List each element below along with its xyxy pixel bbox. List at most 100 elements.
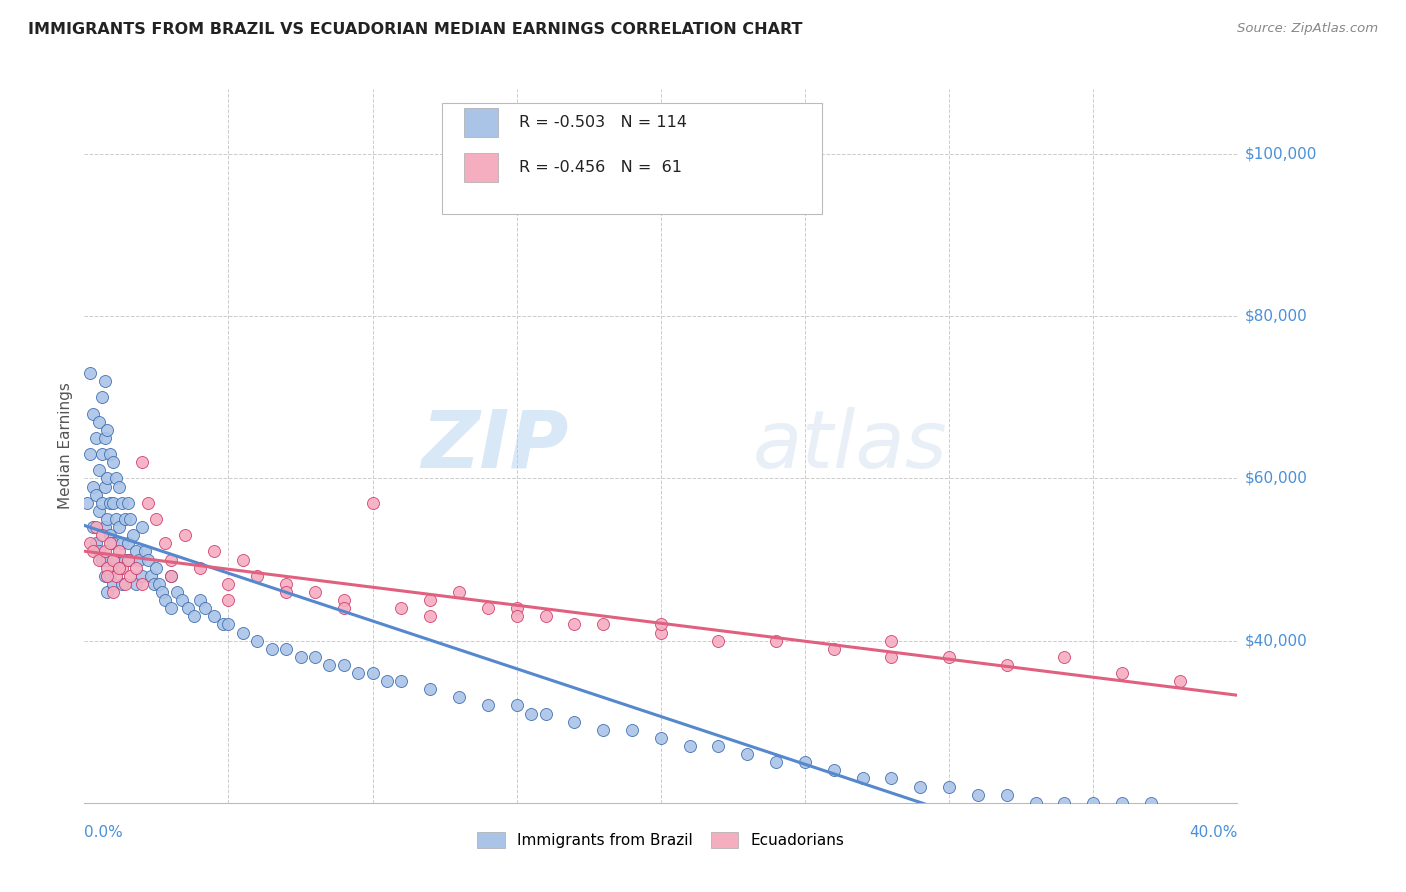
Point [1081, 796, 1104, 810]
Point [246, 568, 269, 582]
Point [84, 520, 107, 534]
Point [96, 512, 118, 526]
Point [534, 706, 557, 721]
Point [419, 593, 441, 607]
Point [96, 585, 118, 599]
Point [108, 520, 131, 534]
Point [153, 536, 176, 550]
Point [707, 739, 730, 753]
Point [105, 552, 128, 566]
Point [880, 772, 903, 786]
Point [103, 552, 124, 566]
Point [274, 585, 298, 599]
Point [202, 544, 225, 558]
Point [96, 568, 118, 582]
Point [1139, 796, 1161, 810]
Point [111, 536, 134, 550]
Point [142, 577, 165, 591]
Point [967, 788, 990, 802]
Point [111, 577, 134, 591]
Point [131, 455, 153, 469]
Text: IMMIGRANTS FROM BRAZIL VS ECUADORIAN MEDIAN EARNINGS CORRELATION CHART: IMMIGRANTS FROM BRAZIL VS ECUADORIAN MED… [28, 22, 803, 37]
Point [98, 536, 121, 550]
Point [506, 601, 529, 615]
Point [145, 560, 167, 574]
Point [160, 568, 183, 582]
Point [592, 617, 614, 632]
Point [96, 471, 118, 485]
Point [823, 641, 845, 656]
Point [765, 756, 787, 770]
Point [304, 585, 326, 599]
Point [150, 585, 173, 599]
Point [419, 682, 441, 697]
Point [98, 528, 121, 542]
Point [79, 447, 101, 461]
Point [90, 528, 112, 542]
Point [562, 617, 586, 632]
Point [96, 560, 118, 574]
Point [1168, 674, 1191, 689]
Point [592, 723, 614, 737]
Point [117, 536, 139, 550]
Point [105, 568, 128, 582]
Point [1053, 649, 1076, 664]
Point [90, 496, 112, 510]
Point [87, 415, 110, 429]
Point [108, 479, 131, 493]
Point [938, 780, 960, 794]
Point [93, 544, 115, 558]
Point [117, 552, 139, 566]
Point [1111, 796, 1133, 810]
Point [98, 568, 121, 582]
Point [125, 577, 148, 591]
Point [114, 512, 136, 526]
Point [447, 585, 470, 599]
Point [562, 714, 586, 729]
Point [678, 739, 700, 753]
Point [90, 390, 112, 404]
Point [650, 731, 672, 745]
Point [391, 601, 413, 615]
Point [82, 520, 104, 534]
Point [153, 593, 176, 607]
Point [76, 496, 98, 510]
Point [98, 496, 121, 510]
Point [995, 657, 1018, 672]
Point [880, 649, 903, 664]
Point [332, 657, 354, 672]
Point [650, 625, 672, 640]
Text: R = -0.456   N =  61: R = -0.456 N = 61 [519, 161, 682, 175]
Point [145, 512, 167, 526]
Point [84, 536, 107, 550]
Point [1111, 666, 1133, 681]
Point [375, 674, 398, 689]
Point [131, 520, 153, 534]
Point [82, 479, 104, 493]
Point [90, 552, 112, 566]
Point [737, 747, 759, 761]
Point [477, 698, 499, 713]
Point [177, 601, 200, 615]
Point [120, 552, 142, 566]
Point [114, 552, 136, 566]
FancyBboxPatch shape [464, 153, 498, 182]
Point [82, 407, 104, 421]
Point [120, 512, 142, 526]
Point [477, 601, 499, 615]
Point [111, 496, 134, 510]
Point [361, 666, 384, 681]
Point [188, 560, 211, 574]
Point [87, 552, 110, 566]
Point [134, 544, 156, 558]
Point [1024, 796, 1046, 810]
Point [96, 423, 118, 437]
Point [103, 496, 124, 510]
Point [108, 560, 131, 574]
Text: atlas: atlas [754, 407, 948, 485]
Point [125, 560, 148, 574]
Point [108, 560, 131, 574]
Point [880, 633, 903, 648]
Point [188, 593, 211, 607]
Point [304, 649, 326, 664]
